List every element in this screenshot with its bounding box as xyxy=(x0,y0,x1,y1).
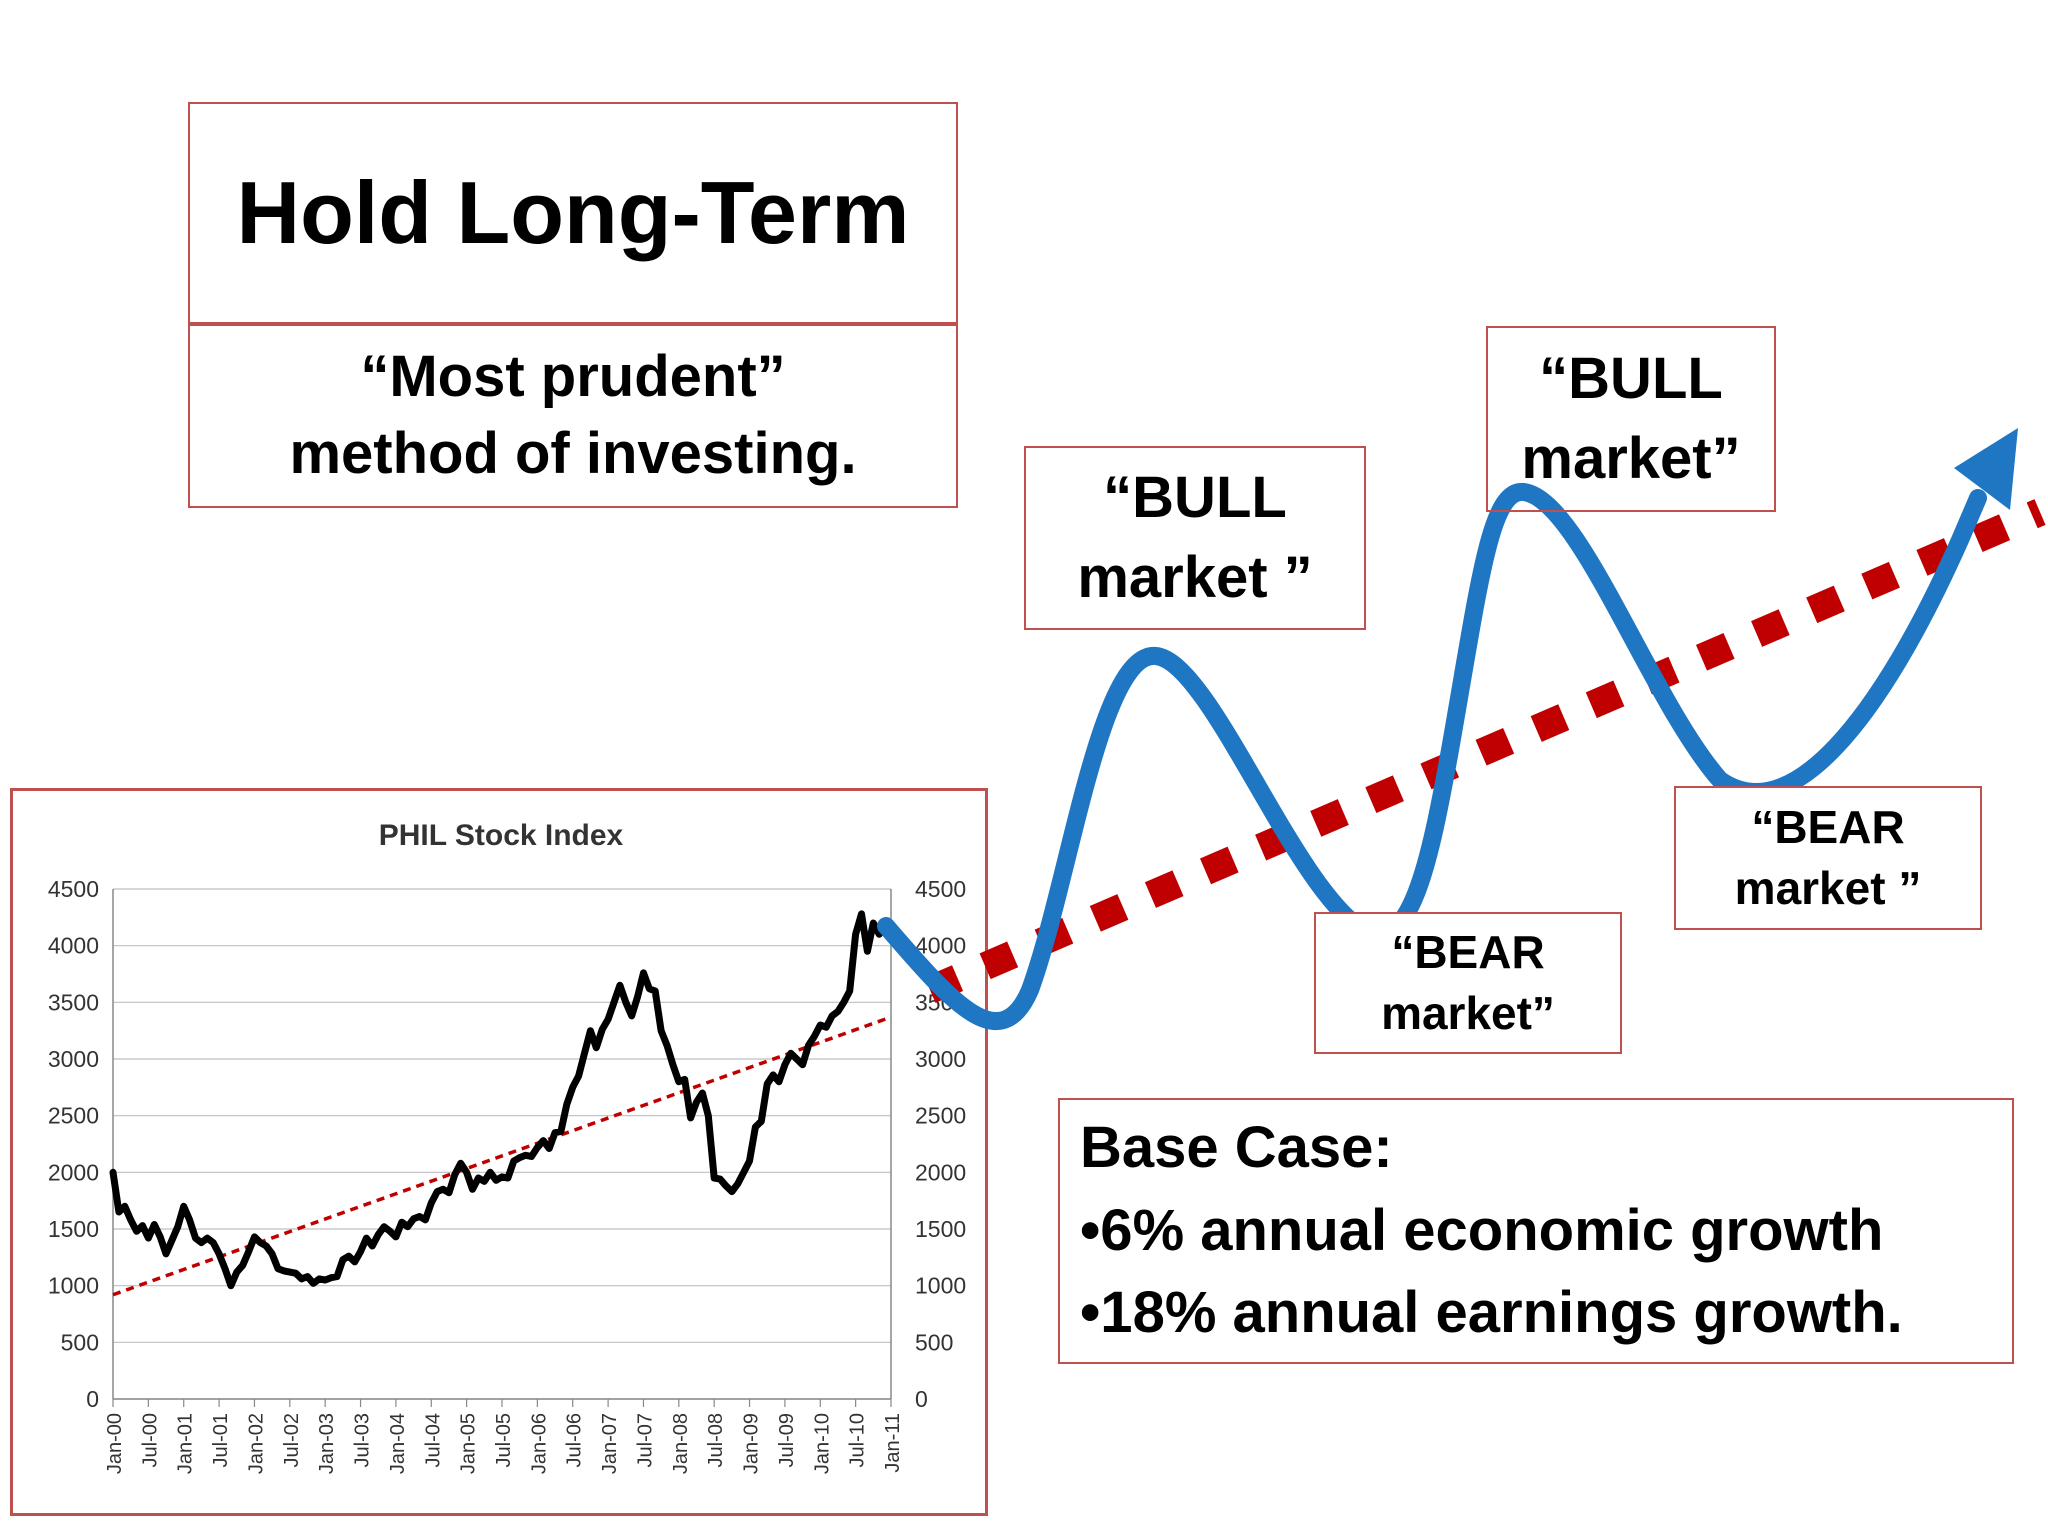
y-tick-labels-left: 0 500 1000 1500 2000 2500 3000 3500 4000 4500 xyxy=(48,876,99,1412)
x-tick-label: Jul-06 xyxy=(564,1413,586,1467)
subtitle-line-1: “Most prudent” xyxy=(360,344,786,410)
title-box: Hold Long-Term xyxy=(188,102,958,324)
chart-title: PHIL Stock Index xyxy=(379,819,624,852)
bear-1-line-2: market” xyxy=(1381,987,1555,1039)
y-tick-label-left: 500 xyxy=(61,1329,99,1355)
bull-market-label-1: “BULL market ” xyxy=(1024,446,1366,630)
base-case-bullet-1: •6% annual economic growth xyxy=(1080,1197,1884,1263)
x-tick-label: Jan-07 xyxy=(599,1413,621,1474)
y-tick-label-right: 3000 xyxy=(915,1046,966,1072)
y-tick-label-right: 500 xyxy=(915,1329,953,1355)
y-tick-label-left: 2000 xyxy=(48,1159,99,1185)
chart-axes xyxy=(112,889,892,1407)
bull-1-line-1: “BULL xyxy=(1103,464,1287,530)
bear-2-line-2: market ” xyxy=(1734,862,1922,914)
chart-gridlines xyxy=(113,888,891,1400)
bear-market-label-2: “BEAR market ” xyxy=(1674,786,1982,930)
x-tick-label: Jul-10 xyxy=(847,1413,869,1467)
y-tick-label-left: 4000 xyxy=(48,933,99,959)
x-tick-label: Jul-02 xyxy=(281,1413,303,1467)
base-case-box: Base Case: •6% annual economic growth •1… xyxy=(1058,1098,2014,1364)
chart-series-group xyxy=(109,910,895,1290)
y-tick-label-right: 3500 xyxy=(915,989,966,1015)
y-tick-labels-right: 0 500 1000 1500 2000 2500 3000 3500 4000 4500 xyxy=(915,876,966,1412)
subtitle-box: “Most prudent” method of investing. xyxy=(188,324,958,508)
y-tick-label-left: 3500 xyxy=(48,989,99,1015)
y-tick-label-right: 2500 xyxy=(915,1103,966,1129)
y-tick-label-right: 1000 xyxy=(915,1273,966,1299)
series-line-phil-index xyxy=(109,910,895,1290)
chart-trendline-group xyxy=(112,1015,892,1297)
x-tick-label: Jan-03 xyxy=(316,1413,338,1474)
y-tick-label-left: 3000 xyxy=(48,1046,99,1072)
y-tick-label-right: 1500 xyxy=(915,1216,966,1242)
bull-2-line-2: market” xyxy=(1521,426,1741,491)
phil-index-chart: PHIL Stock Index 0 500 1000 1500 2000 2500 300… xyxy=(48,819,966,1474)
x-tick-label: Jan-06 xyxy=(528,1413,550,1474)
x-tick-label: Jul-04 xyxy=(422,1413,444,1467)
y-tick-label-right: 2000 xyxy=(915,1159,966,1185)
x-tick-label: Jan-09 xyxy=(741,1413,763,1474)
x-tick-label: Jul-05 xyxy=(493,1413,515,1467)
x-tick-label: Jan-05 xyxy=(458,1413,480,1474)
y-tick-label-right: 4000 xyxy=(915,933,966,959)
base-case-heading: Base Case: xyxy=(1080,1115,1393,1181)
y-tick-label-left: 2500 xyxy=(48,1103,99,1129)
slide-title: Hold Long-Term xyxy=(236,163,910,262)
chart-trendline xyxy=(112,1015,892,1297)
x-tick-label: Jan-11 xyxy=(882,1413,904,1473)
chart-panel: PHIL Stock Index 0 500 1000 1500 2000 2500 300… xyxy=(10,788,988,1516)
bear-1-line-1: “BEAR xyxy=(1391,926,1545,979)
market-cycle-arrowhead xyxy=(1954,428,2018,510)
y-tick-label-left: 1000 xyxy=(48,1273,99,1299)
x-tick-label: Jul-07 xyxy=(634,1413,656,1467)
x-tick-label: Jul-09 xyxy=(776,1413,798,1467)
y-tick-label-right: 0 xyxy=(915,1386,928,1412)
bear-market-label-1: “BEAR market” xyxy=(1314,912,1622,1054)
x-tick-label: Jul-00 xyxy=(139,1413,161,1467)
x-tick-label: Jan-01 xyxy=(175,1413,197,1474)
base-case-bullet-2: •18% annual earnings growth. xyxy=(1080,1280,1903,1346)
x-tick-label: Jan-08 xyxy=(670,1413,692,1474)
bull-market-label-2: “BULL market” xyxy=(1486,326,1776,512)
x-tick-label: Jan-00 xyxy=(104,1413,126,1474)
x-tick-labels: Jan-00 Jul-00 Jan-01 Jul-01 Jan-02 Jul-02 Jan-… xyxy=(104,1413,904,1474)
subtitle-line-2: method of investing. xyxy=(289,421,857,486)
x-tick-label: Jul-08 xyxy=(705,1413,727,1467)
y-tick-label-left: 0 xyxy=(86,1386,99,1412)
x-tick-label: Jan-02 xyxy=(245,1413,267,1474)
y-tick-label-left: 1500 xyxy=(48,1216,99,1242)
x-tick-label: Jan-04 xyxy=(387,1413,409,1474)
x-tick-label: Jul-03 xyxy=(352,1413,374,1467)
x-tick-label: Jul-01 xyxy=(210,1413,232,1467)
bear-2-line-1: “BEAR xyxy=(1751,801,1905,854)
bull-2-line-1: “BULL xyxy=(1539,345,1723,411)
y-tick-label-left: 4500 xyxy=(48,876,99,902)
y-tick-label-right: 4500 xyxy=(915,876,966,902)
bull-1-line-2: market ” xyxy=(1077,545,1313,610)
x-tick-label: Jan-10 xyxy=(811,1413,833,1474)
